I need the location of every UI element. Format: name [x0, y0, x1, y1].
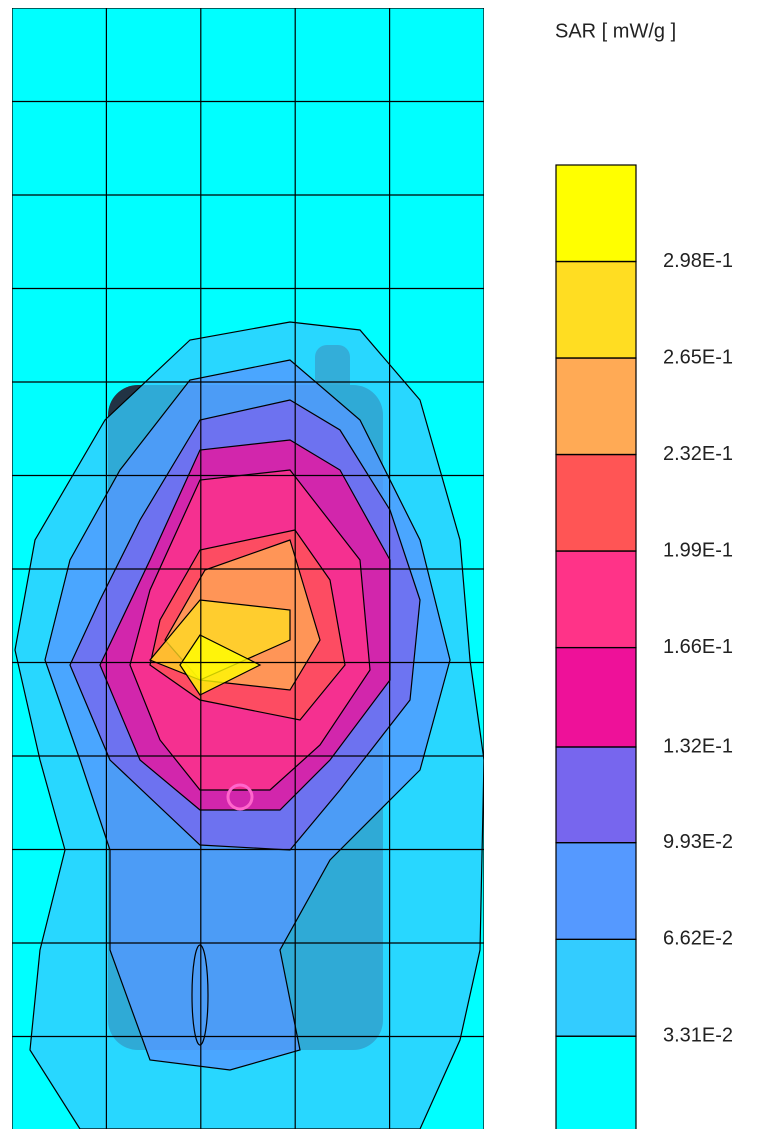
colorbar-tick-label: 3.31E-2 — [663, 1024, 733, 1046]
colorbar-tick-label: 1.99E-1 — [663, 539, 733, 561]
colorbar-tick-label: 2.65E-1 — [663, 346, 733, 368]
colorbar-tick-label: 2.32E-1 — [663, 443, 733, 465]
colorbar-band — [555, 938, 637, 1037]
colorbar-tick-label: 9.93E-2 — [663, 831, 733, 853]
plot-area — [12, 8, 484, 1129]
colorbar-band — [555, 550, 637, 649]
contour-region — [179, 634, 262, 696]
colorbar-band — [555, 1035, 637, 1129]
colorbar-tick-label: 1.32E-1 — [663, 735, 733, 757]
colorbar-tick-label: 1.66E-1 — [663, 636, 733, 658]
colorbar-tick-label: 6.62E-2 — [663, 928, 733, 950]
phone-button — [226, 783, 254, 811]
colorbar-label: SAR [ mW/g ] — [555, 20, 676, 42]
colorbar-band — [555, 357, 637, 456]
colorbar-tick-label: 2.98E-1 — [663, 250, 733, 272]
contour-detail — [191, 944, 209, 1046]
colorbar-band — [555, 746, 637, 844]
colorbar-band — [555, 260, 637, 359]
colorbar-band — [555, 164, 637, 263]
colorbar-band — [555, 453, 637, 552]
colorbar-band — [555, 841, 637, 940]
colorbar-band — [555, 646, 637, 748]
